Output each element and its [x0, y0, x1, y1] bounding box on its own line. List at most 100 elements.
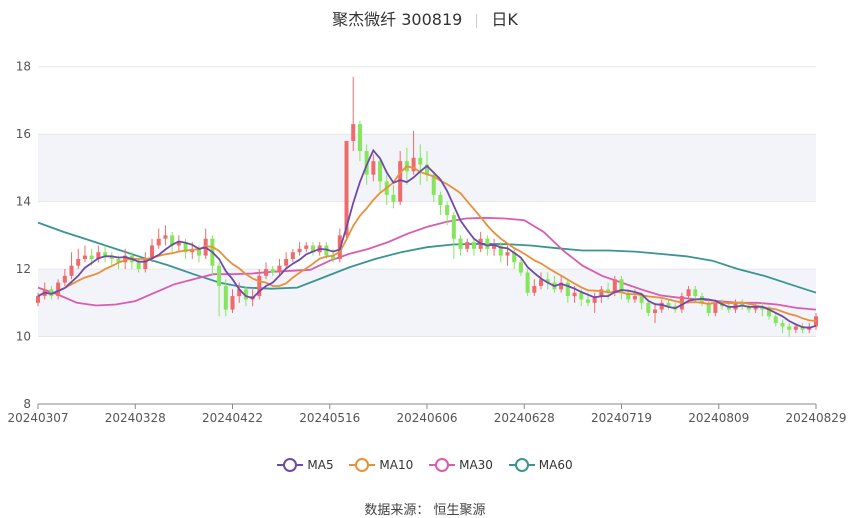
candle-body — [176, 242, 181, 246]
candle-body — [592, 296, 597, 303]
candle-body — [277, 265, 282, 273]
candle-body — [237, 289, 242, 297]
candles-layer — [35, 76, 819, 337]
candle-body — [364, 151, 369, 175]
ma60-line — [37, 221, 817, 294]
candle-body — [512, 252, 517, 263]
candle-body — [310, 245, 315, 253]
x-axis: 20240307 20240328 20240422 20240516 20240606… — [7, 403, 847, 425]
candle-body — [787, 326, 792, 330]
candle-body — [780, 323, 785, 327]
candle-body — [492, 245, 497, 249]
x-tick-label: 20240516 — [299, 411, 360, 425]
candle-body — [746, 306, 751, 310]
candle-body — [505, 252, 510, 256]
x-tick-label: 20240307 — [7, 411, 68, 425]
candle-body — [156, 238, 161, 246]
candle-body — [793, 326, 798, 330]
candle-body — [243, 289, 248, 300]
chart-title: 聚杰微纤 300819 — [332, 10, 463, 29]
candle-body — [753, 306, 758, 310]
candle-body — [800, 326, 805, 330]
legend-item-ma10[interactable]: MA10 — [349, 458, 413, 472]
candle-body — [411, 157, 416, 172]
candle-body — [351, 124, 356, 141]
candle-body — [585, 299, 590, 303]
candle-body — [82, 255, 87, 259]
candle-body — [217, 265, 222, 286]
candle-body — [96, 252, 101, 259]
ma10-legend-icon — [349, 458, 376, 472]
candle-body — [767, 309, 772, 317]
candle-body — [693, 289, 698, 297]
y-tick-label: 16 — [16, 127, 31, 141]
candle-body — [62, 275, 67, 283]
candle-body — [599, 289, 604, 297]
candle-body — [646, 302, 651, 313]
legend-label-ma10: MA10 — [379, 458, 414, 472]
candle-body — [163, 235, 168, 239]
x-tick-label: 20240829 — [785, 411, 846, 425]
x-tick-label: 20240422 — [202, 411, 263, 425]
candle-body — [398, 161, 403, 202]
candle-body — [270, 269, 275, 273]
candle-body — [559, 282, 564, 290]
candle-body — [304, 245, 309, 249]
candle-body — [579, 292, 584, 300]
ma5-layer — [37, 148, 817, 329]
candle-body — [331, 255, 336, 259]
candle-body — [103, 252, 108, 256]
candle-body — [116, 258, 121, 263]
candle-body — [740, 302, 745, 307]
candle-body — [196, 248, 201, 256]
y-tick-label: 18 — [16, 60, 31, 74]
x-tick-label: 20240719 — [591, 411, 652, 425]
candle-body — [424, 164, 430, 175]
candle-body — [290, 252, 295, 259]
candle-body — [485, 238, 490, 249]
candle-body — [653, 309, 658, 313]
ma5-line — [37, 148, 817, 329]
candle-body — [297, 248, 302, 253]
candle-body — [498, 245, 503, 256]
candle-body — [565, 282, 570, 297]
candle-body — [465, 242, 470, 249]
ma60-layer — [37, 221, 817, 294]
candle-body — [49, 289, 54, 297]
candle-body — [659, 302, 664, 310]
x-tick-label: 20240809 — [688, 411, 749, 425]
data-source-note: 数据来源： 恒生聚源 — [364, 503, 486, 518]
candle-body — [626, 292, 631, 300]
candle-body — [539, 279, 544, 286]
candle-body — [572, 292, 577, 297]
x-tick-label: 20240628 — [494, 411, 555, 425]
candle-body — [471, 242, 476, 249]
candle-body — [706, 302, 711, 313]
legend-item-ma5[interactable]: MA5 — [277, 458, 334, 472]
candle-body — [431, 174, 436, 195]
candle-body — [324, 245, 329, 256]
candle-body — [612, 279, 617, 293]
candle-body — [458, 238, 463, 249]
candle-body — [264, 269, 269, 276]
candle-body — [639, 296, 644, 303]
candle-body — [391, 194, 396, 202]
x-tick-label: 20240328 — [105, 411, 166, 425]
y-tick-label: 10 — [16, 330, 31, 344]
candle-body — [378, 161, 383, 182]
candle-body — [518, 262, 523, 273]
candle-body — [632, 296, 637, 300]
candle-body — [170, 235, 175, 246]
candle-body — [525, 272, 530, 293]
candle-body — [813, 316, 819, 327]
legend-item-ma60[interactable]: MA60 — [508, 458, 573, 472]
legend-item-ma30[interactable]: MA30 — [429, 458, 493, 472]
candle-body — [123, 255, 128, 263]
candle-body — [76, 258, 81, 266]
y-tick-label: 14 — [16, 195, 31, 209]
candle-body — [136, 262, 141, 270]
candle-body — [451, 215, 456, 239]
candle-body — [445, 205, 450, 216]
candle-body — [230, 296, 235, 310]
candle-body — [183, 242, 188, 253]
